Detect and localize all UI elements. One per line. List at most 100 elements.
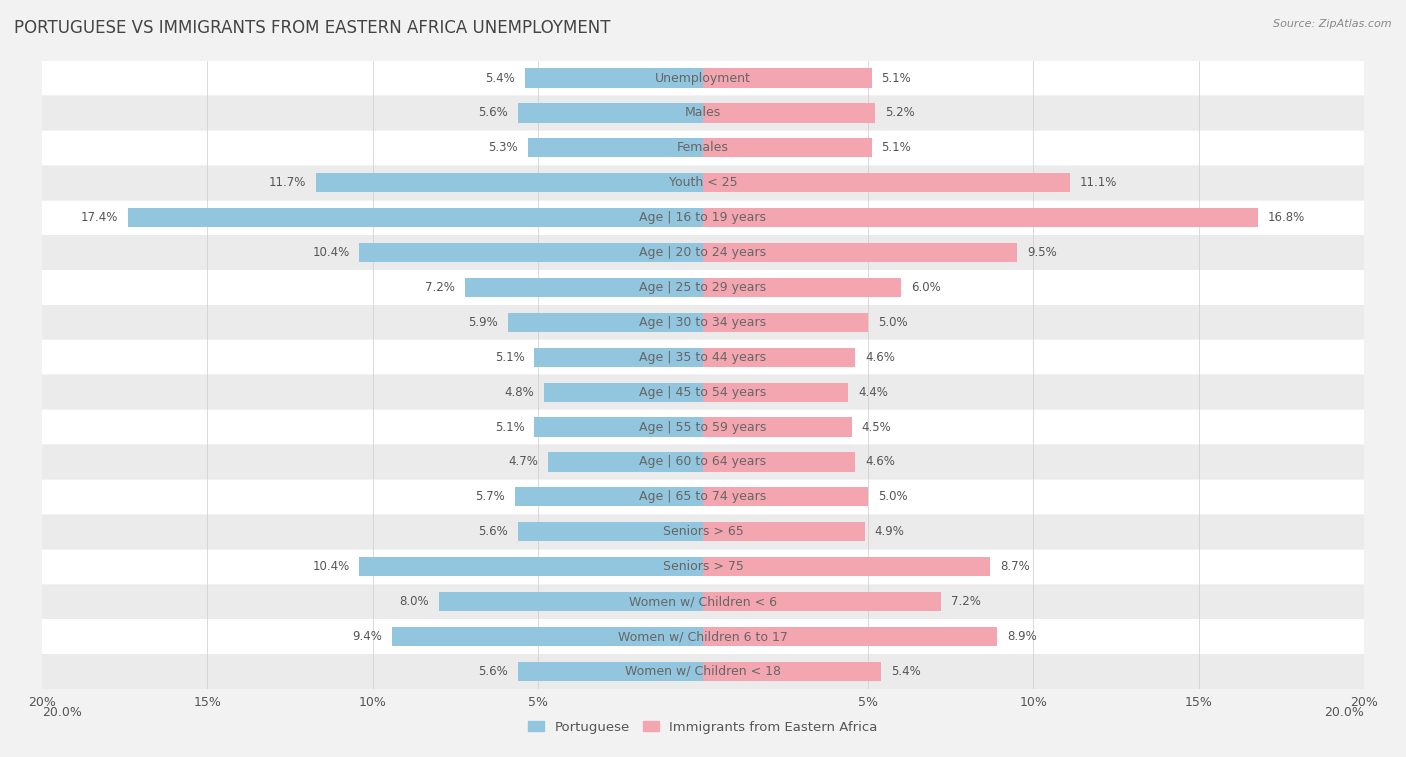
Bar [703,662,882,681]
Bar [703,208,1258,227]
Text: Age | 45 to 54 years: Age | 45 to 54 years [640,385,766,399]
Bar [42,584,1364,618]
Text: Males: Males [685,107,721,120]
Bar [439,592,703,611]
Bar [517,103,703,123]
Text: 20.0%: 20.0% [1324,706,1364,718]
Bar [703,382,848,402]
Bar [42,305,1364,339]
Text: Age | 16 to 19 years: Age | 16 to 19 years [640,211,766,224]
Text: 5.2%: 5.2% [884,107,914,120]
Bar [42,166,1364,200]
Text: 9.5%: 9.5% [1026,246,1056,259]
Text: Age | 60 to 64 years: Age | 60 to 64 years [640,456,766,469]
Text: 4.9%: 4.9% [875,525,904,538]
Bar [703,243,1017,262]
Text: Age | 20 to 24 years: Age | 20 to 24 years [640,246,766,259]
Text: 16.8%: 16.8% [1268,211,1305,224]
Bar [703,557,990,576]
Bar [42,410,1364,444]
Text: 10.4%: 10.4% [312,246,350,259]
Bar [703,347,855,367]
Text: 4.5%: 4.5% [862,421,891,434]
Bar [703,139,872,157]
Text: 5.1%: 5.1% [882,71,911,85]
Bar [392,627,703,646]
Text: 5.1%: 5.1% [495,350,524,364]
Text: Women w/ Children < 6: Women w/ Children < 6 [628,595,778,608]
Bar [42,480,1364,514]
Text: 5.1%: 5.1% [495,421,524,434]
Text: Age | 30 to 34 years: Age | 30 to 34 years [640,316,766,329]
Bar [316,173,703,192]
Bar [42,201,1364,235]
Bar [703,488,868,506]
Text: Age | 35 to 44 years: Age | 35 to 44 years [640,350,766,364]
Bar [42,61,1364,95]
Bar [548,453,703,472]
Text: Youth < 25: Youth < 25 [669,176,737,189]
Text: 5.3%: 5.3% [488,142,517,154]
Text: 8.7%: 8.7% [1001,560,1031,573]
Text: Females: Females [678,142,728,154]
Text: PORTUGUESE VS IMMIGRANTS FROM EASTERN AFRICA UNEMPLOYMENT: PORTUGUESE VS IMMIGRANTS FROM EASTERN AF… [14,19,610,37]
Text: 7.2%: 7.2% [950,595,980,608]
Bar [128,208,703,227]
Text: Women w/ Children 6 to 17: Women w/ Children 6 to 17 [619,630,787,643]
Text: 11.7%: 11.7% [269,176,307,189]
Bar [703,103,875,123]
Bar [703,173,1070,192]
Bar [42,515,1364,549]
Bar [42,131,1364,165]
Bar [360,243,703,262]
Bar [42,550,1364,584]
Bar [544,382,703,402]
Bar [517,662,703,681]
Text: 5.7%: 5.7% [475,491,505,503]
Text: Source: ZipAtlas.com: Source: ZipAtlas.com [1274,19,1392,29]
Bar [534,417,703,437]
Text: 5.4%: 5.4% [485,71,515,85]
Text: 10.4%: 10.4% [312,560,350,573]
Text: 5.9%: 5.9% [468,316,498,329]
Text: 4.6%: 4.6% [865,456,894,469]
Bar [42,654,1364,689]
Bar [527,139,703,157]
Bar [703,278,901,297]
Text: 5.0%: 5.0% [879,316,908,329]
Text: 8.9%: 8.9% [1007,630,1036,643]
Text: Age | 55 to 59 years: Age | 55 to 59 years [640,421,766,434]
Bar [42,270,1364,304]
Legend: Portuguese, Immigrants from Eastern Africa: Portuguese, Immigrants from Eastern Afri… [523,715,883,739]
Text: 5.4%: 5.4% [891,665,921,678]
Text: Seniors > 65: Seniors > 65 [662,525,744,538]
Text: 20.0%: 20.0% [42,706,82,718]
Text: 6.0%: 6.0% [911,281,941,294]
Bar [703,313,868,332]
Text: Unemployment: Unemployment [655,71,751,85]
Bar [703,627,997,646]
Text: 4.6%: 4.6% [865,350,894,364]
Bar [42,619,1364,653]
Text: 5.6%: 5.6% [478,665,508,678]
Bar [703,592,941,611]
Bar [703,68,872,88]
Text: Women w/ Children < 18: Women w/ Children < 18 [626,665,780,678]
Bar [517,522,703,541]
Text: 9.4%: 9.4% [353,630,382,643]
Text: 5.6%: 5.6% [478,525,508,538]
Text: Seniors > 75: Seniors > 75 [662,560,744,573]
Text: 4.7%: 4.7% [508,456,537,469]
Text: 5.1%: 5.1% [882,142,911,154]
Text: 4.8%: 4.8% [505,385,534,399]
Bar [534,347,703,367]
Bar [42,235,1364,269]
Bar [42,445,1364,479]
Text: 5.0%: 5.0% [879,491,908,503]
Bar [508,313,703,332]
Text: Age | 25 to 29 years: Age | 25 to 29 years [640,281,766,294]
Bar [703,417,852,437]
Bar [703,453,855,472]
Text: Age | 65 to 74 years: Age | 65 to 74 years [640,491,766,503]
Text: 17.4%: 17.4% [80,211,118,224]
